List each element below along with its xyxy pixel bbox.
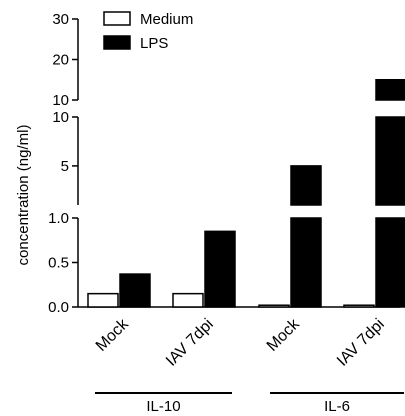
legend-swatch xyxy=(103,11,131,26)
bar-lps xyxy=(375,217,405,308)
group-labels: IL-10 IL-6 xyxy=(95,392,404,415)
category-label: IAV 7dpi xyxy=(334,316,388,370)
y-tick-label: 0.0 xyxy=(48,299,69,316)
legend: Medium LPS xyxy=(103,11,193,52)
y-axis-label: concentration (ng/ml) xyxy=(15,125,32,266)
y-tick-label: 5 xyxy=(61,158,69,175)
y-tick-label: 1.0 xyxy=(48,210,69,227)
bar-medium xyxy=(258,304,290,308)
y-tick-label: 10 xyxy=(52,109,69,126)
category-label: Mock xyxy=(264,315,304,355)
bars xyxy=(87,79,405,308)
bar-lps xyxy=(204,230,236,308)
y-tick-label: 30 xyxy=(52,11,69,28)
group-label: IL-6 xyxy=(324,398,350,415)
y-tick-label: 0.5 xyxy=(48,255,69,272)
category-labels: Mock IAV 7dpi Mock IAV 7dpi xyxy=(93,315,388,370)
category-label: IAV 7dpi xyxy=(163,316,217,370)
category-label: Mock xyxy=(93,315,133,355)
bar-medium xyxy=(343,304,375,308)
legend-label: Medium xyxy=(140,11,193,28)
bar-lps xyxy=(119,273,151,308)
bar-medium xyxy=(172,292,204,308)
bar-lps xyxy=(375,116,405,206)
bar-lps xyxy=(290,217,322,308)
y-tick-label: 20 xyxy=(52,52,69,69)
legend-swatch xyxy=(103,35,131,50)
legend-label: LPS xyxy=(140,35,168,52)
group-label: IL-10 xyxy=(146,398,180,415)
y-tick-label: 10 xyxy=(52,92,69,109)
bar-lps xyxy=(290,165,322,206)
bar-medium xyxy=(87,292,119,308)
bar-lps xyxy=(375,79,405,101)
